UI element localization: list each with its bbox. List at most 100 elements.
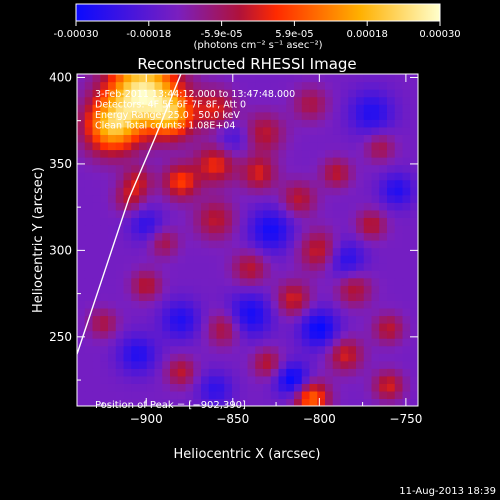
- heatmap-cell: [294, 74, 303, 83]
- heatmap-cell: [139, 81, 148, 90]
- heatmap-cell: [162, 240, 171, 249]
- heatmap-cell: [115, 323, 125, 332]
- heatmap-cell: [162, 300, 171, 309]
- heatmap-cell: [177, 149, 187, 158]
- heatmap-cell: [193, 111, 202, 120]
- heatmap-cell: [379, 330, 388, 339]
- heatmap-cell: [177, 89, 187, 98]
- heatmap-cell: [309, 96, 318, 105]
- heatmap-cell: [100, 292, 109, 301]
- heatmap-cell: [332, 307, 342, 317]
- heatmap-cell: [371, 141, 380, 151]
- heatmap-cell: [301, 96, 311, 105]
- heatmap-cell: [177, 224, 187, 234]
- heatmap-cell: [177, 74, 187, 83]
- heatmap-cell: [255, 247, 264, 256]
- heatmap-cell: [177, 187, 187, 196]
- heatmap-cell: [177, 360, 187, 369]
- heatmap-cell: [154, 255, 163, 264]
- heatmap-cell: [77, 292, 86, 301]
- heatmap-cell: [317, 277, 326, 286]
- heatmap-cell: [332, 224, 342, 234]
- heatmap-cell: [239, 164, 249, 173]
- heatmap-cell: [278, 247, 287, 256]
- heatmap-cell: [325, 353, 334, 362]
- heatmap-cell: [224, 375, 233, 384]
- heatmap-cell: [77, 89, 86, 98]
- heatmap-cell: [410, 187, 418, 196]
- heatmap-cell: [263, 262, 272, 271]
- heatmap-cell: [201, 172, 210, 181]
- heatmap-cell: [387, 277, 396, 286]
- heatmap-cell: [410, 74, 418, 83]
- heatmap-cell: [402, 292, 411, 301]
- heatmap-cell: [193, 96, 202, 105]
- heatmap-cell: [348, 247, 357, 256]
- heatmap-cell: [131, 368, 140, 377]
- heatmap-cell: [239, 255, 249, 264]
- heatmap-cell: [363, 300, 373, 309]
- heatmap-cell: [348, 330, 357, 339]
- heatmap-cell: [371, 300, 380, 309]
- heatmap-cell: [270, 134, 280, 143]
- heatmap-cell: [278, 194, 287, 203]
- heatmap-cell: [270, 209, 280, 218]
- heatmap-cell: [201, 164, 210, 173]
- heatmap-cell: [402, 187, 411, 196]
- heatmap-cell: [108, 285, 117, 294]
- heatmap-cell: [317, 96, 326, 105]
- heatmap-cell: [216, 323, 225, 332]
- colorbar-unit-label: (photons cm⁻² s⁻¹ asec⁻²): [193, 40, 322, 51]
- heatmap-cell: [108, 368, 117, 377]
- heatmap-cell: [263, 255, 272, 264]
- heatmap-cell: [363, 315, 373, 324]
- heatmap-cell: [402, 149, 411, 158]
- heatmap-cell: [394, 262, 404, 271]
- heatmap-cell: [115, 307, 125, 317]
- heatmap-cell: [379, 375, 388, 384]
- heatmap-cell: [123, 262, 132, 271]
- heatmap-cell: [177, 300, 187, 309]
- heatmap-cell: [255, 360, 264, 369]
- heatmap-cell: [216, 330, 225, 339]
- heatmap-cell: [317, 285, 326, 294]
- heatmap-cell: [371, 149, 380, 158]
- heatmap-cell: [193, 172, 202, 181]
- heatmap-cell: [154, 217, 163, 226]
- heatmap-cell: [278, 285, 287, 294]
- heatmap-cell: [301, 300, 311, 309]
- heatmap-cell: [232, 141, 241, 151]
- heatmap-cell: [255, 240, 264, 249]
- heatmap-cell: [185, 179, 194, 188]
- heatmap-cell: [325, 141, 334, 151]
- heatmap-cell: [270, 315, 280, 324]
- heatmap-cell: [146, 217, 156, 226]
- heatmap-cell: [154, 111, 163, 120]
- heatmap-cell: [247, 89, 256, 98]
- heatmap-cell: [208, 164, 218, 173]
- heatmap-cell: [100, 74, 109, 83]
- heatmap-cell: [348, 368, 357, 377]
- heatmap-cell: [255, 285, 264, 294]
- heatmap-cell: [348, 194, 357, 203]
- heatmap-cell: [131, 134, 140, 143]
- heatmap-cell: [379, 277, 388, 286]
- heatmap-cell: [115, 141, 125, 151]
- heatmap-cell: [301, 134, 311, 143]
- heatmap-cell: [84, 232, 94, 241]
- heatmap-cell: [286, 270, 295, 279]
- heatmap-cell: [154, 209, 163, 218]
- heatmap-cell: [108, 277, 117, 286]
- heatmap-cell: [332, 89, 342, 98]
- heatmap-cell: [301, 262, 311, 271]
- heatmap-cell: [123, 270, 132, 279]
- heatmap-cell: [239, 134, 249, 143]
- heatmap-cell: [371, 164, 380, 173]
- heatmap-cell: [363, 262, 373, 271]
- heatmap-cell: [146, 119, 156, 128]
- heatmap-cell: [387, 270, 396, 279]
- annotation-line: Detectors: 4F 5F 6F 7F 8F, Att 0: [95, 100, 246, 111]
- heatmap-cell: [162, 89, 171, 98]
- heatmap-cell: [379, 262, 388, 271]
- heatmap-cell: [325, 315, 334, 324]
